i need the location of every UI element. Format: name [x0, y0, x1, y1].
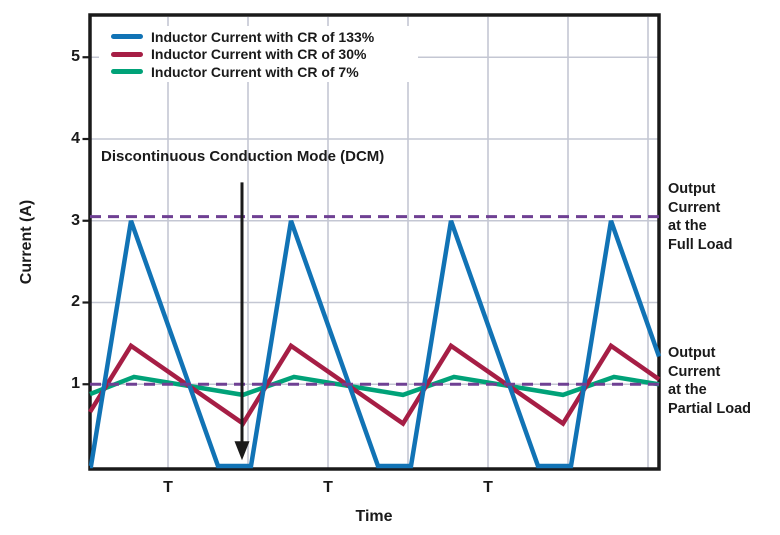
legend-row-cr7: Inductor Current with CR of 7% — [111, 63, 418, 81]
x-axis-title: Time — [355, 508, 393, 525]
y-tick-label-4: 4 — [71, 130, 80, 147]
legend-swatch-cr7-icon — [111, 69, 143, 75]
legend-row-cr133: Inductor Current with CR of 133% — [111, 28, 418, 46]
x-tick-label-T-3: T — [483, 479, 493, 496]
x-tick-label-T-1: T — [163, 479, 173, 496]
legend-label-cr30: Inductor Current with CR of 30% — [151, 46, 367, 63]
series-line-1 — [88, 342, 661, 427]
legend: Inductor Current with CR of 133% Inducto… — [99, 26, 418, 82]
y-tick-label-1: 1 — [71, 375, 80, 392]
dcm-arrow-head-icon — [234, 441, 250, 461]
series-line-2 — [89, 374, 660, 398]
series-line-0 — [88, 220, 662, 469]
y-tick-label-3: 3 — [71, 212, 80, 229]
partial-load-label: Output Current at the Partial Load — [668, 345, 751, 417]
y-tick-label-2: 2 — [71, 293, 80, 310]
y-axis-title: Current (A) — [18, 199, 35, 285]
legend-swatch-cr30-icon — [111, 51, 143, 57]
dcm-annotation: Discontinuous Conduction Mode (DCM) — [101, 148, 385, 165]
legend-swatch-cr133-icon — [111, 34, 143, 40]
legend-row-cr30: Inductor Current with CR of 30% — [111, 46, 418, 64]
legend-label-cr133: Inductor Current with CR of 133% — [151, 28, 375, 45]
full-load-label: Output Current at the Full Load — [668, 181, 733, 253]
x-tick-label-T-2: T — [323, 479, 333, 496]
plot-frame — [88, 13, 661, 471]
legend-label-cr7: Inductor Current with CR of 7% — [151, 63, 359, 80]
y-tick-label-5: 5 — [71, 48, 80, 65]
